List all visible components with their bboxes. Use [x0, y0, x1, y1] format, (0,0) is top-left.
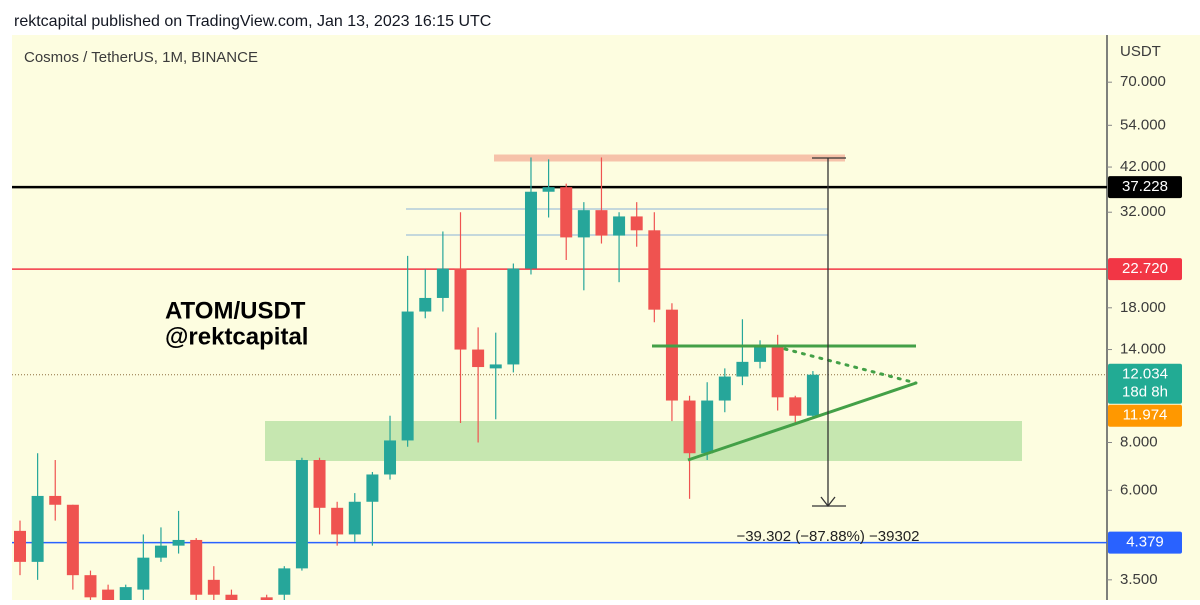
support-zone — [265, 421, 1022, 461]
header-bar — [0, 0, 1200, 35]
header: rektcapital published on TradingView.com… — [14, 13, 491, 30]
candle-body — [542, 187, 555, 192]
measure-label: −39.302 (−87.88%) −39302 — [736, 528, 919, 545]
overlay — [652, 157, 918, 508]
price-label-box — [1108, 176, 1182, 199]
triangle-bottom — [687, 381, 917, 462]
candle-body — [295, 460, 308, 569]
candle-body — [683, 400, 696, 454]
candle-body — [771, 347, 784, 398]
candle-body — [102, 589, 115, 600]
price-label-sub: 18d 8h — [1122, 384, 1168, 401]
candle-body — [665, 309, 678, 401]
measure-arrow — [820, 496, 836, 508]
candle-body — [14, 530, 26, 562]
price-label: 11.974 — [1123, 407, 1168, 424]
candle-body — [595, 210, 608, 236]
candle-body — [331, 507, 344, 535]
candle-body — [84, 575, 97, 598]
candle-body — [736, 361, 749, 377]
candle-body — [207, 579, 220, 595]
chart-title: Cosmos / TetherUS, 1M, BINANCE — [24, 49, 258, 66]
candle-body — [313, 460, 326, 508]
price-label: 4.379 — [1126, 534, 1164, 551]
price-label-box — [1108, 363, 1182, 404]
candle-body — [49, 495, 62, 505]
y-tick-label: 54.000 — [1120, 116, 1166, 133]
candle-body — [119, 587, 132, 600]
y-tick-label: 32.000 — [1120, 203, 1166, 220]
candle-body — [419, 297, 432, 312]
candle-body — [190, 539, 203, 595]
candle-body — [154, 545, 167, 558]
candle-body — [577, 210, 590, 238]
candle-body — [489, 364, 502, 369]
candle-body — [648, 230, 661, 310]
price-label-box — [1108, 258, 1182, 281]
candle-body — [507, 268, 520, 365]
candle-body — [278, 568, 291, 595]
candle-body — [718, 376, 731, 401]
annotation: ATOM/USDT — [165, 297, 306, 324]
y-tick-label: 8.000 — [1120, 433, 1158, 450]
candle-body — [436, 268, 449, 298]
candle-body — [384, 440, 397, 475]
annotation: @rektcapital — [165, 323, 308, 350]
y-tick-label: 6.000 — [1120, 481, 1158, 498]
y-tick-label: 14.000 — [1120, 341, 1166, 358]
candle-body — [137, 557, 150, 590]
candle-body — [31, 495, 44, 562]
y-tick-label: 42.000 — [1120, 158, 1166, 175]
y-tick-label: 70.000 — [1120, 73, 1166, 90]
candle-body — [630, 216, 643, 231]
price-label-box — [1108, 531, 1182, 554]
candle-body — [401, 311, 414, 441]
y-tick-label: 18.000 — [1120, 299, 1166, 316]
candle-body — [225, 594, 238, 600]
candle-body — [260, 597, 273, 600]
candle-body — [454, 268, 467, 350]
price-label: 22.720 — [1122, 260, 1168, 277]
axis-label: USDT — [1120, 43, 1161, 60]
y-tick-label: 3.500 — [1120, 571, 1158, 588]
candle-body — [806, 374, 819, 416]
candle-body — [524, 191, 537, 269]
candle-body — [789, 397, 802, 416]
price-label: 12.034 — [1122, 366, 1168, 383]
price-axis: 70.000 54.000 42.000 32.000 18.000 14.000 8.00… — [1107, 73, 1182, 588]
price-label-box — [1108, 404, 1182, 427]
candle-body — [613, 216, 626, 236]
plot-background — [12, 35, 1200, 600]
candle-body — [366, 474, 379, 502]
candle-body — [172, 539, 185, 546]
candle-body — [754, 347, 767, 362]
price-label: 37.228 — [1122, 178, 1168, 195]
candle-body — [66, 504, 79, 576]
candle-body — [348, 501, 361, 535]
candle-body — [701, 400, 714, 454]
candle-body — [472, 349, 485, 368]
candle-body — [560, 187, 573, 238]
